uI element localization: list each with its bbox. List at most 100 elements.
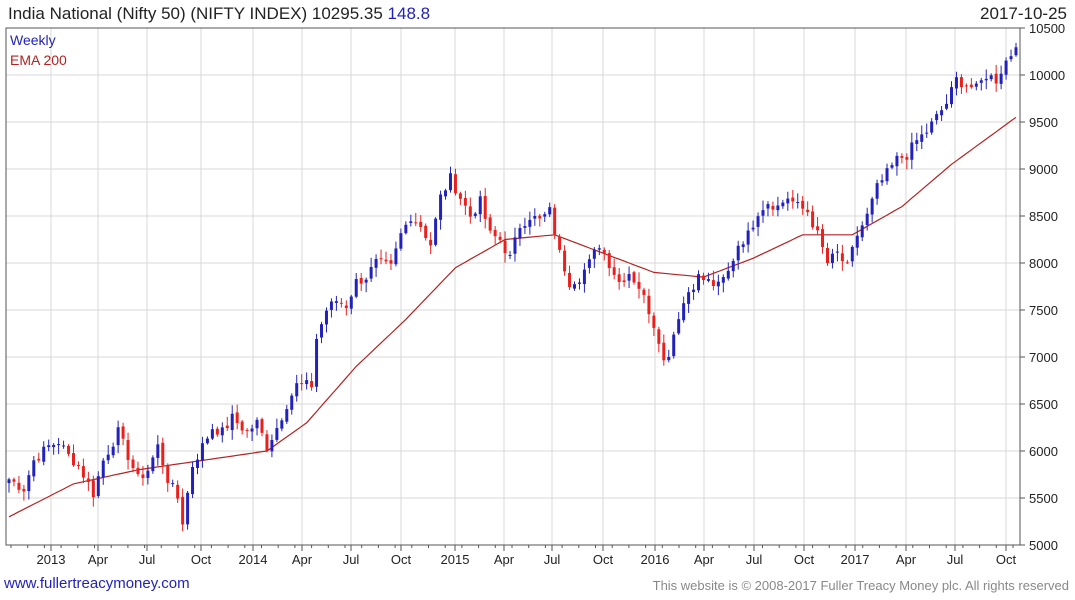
candle [47,439,51,452]
candle [17,475,21,494]
candle [205,436,209,445]
candle [528,211,532,235]
candle [255,417,259,436]
y-tick-label: 9500 [1029,115,1058,130]
candle [305,372,309,390]
candle [523,217,527,234]
candle-body [915,140,919,144]
candle-body [404,224,408,234]
candle-body [900,156,904,158]
candle-body [721,277,725,283]
chart-date: 2017-10-25 [980,4,1067,23]
candle [369,257,373,282]
candle [890,162,894,170]
candle [563,245,567,276]
candle-body [409,221,413,223]
candle [379,249,383,265]
candle-body [384,259,388,262]
candle-body [374,258,378,268]
candle [81,458,85,484]
candle-body [176,484,180,499]
candle [984,69,988,90]
y-tick-label: 6500 [1029,397,1058,412]
candle [597,244,601,256]
candle [811,205,815,230]
candle [156,435,160,466]
candle-body [458,193,462,199]
candles-group [7,42,1018,532]
candle-body [62,445,66,447]
candle-body [444,190,448,197]
candle [885,163,889,185]
candle-body [528,219,532,227]
candle [672,331,676,359]
candle [954,71,958,96]
candle [290,393,294,415]
candle-body [587,259,591,268]
candle-body [17,482,21,490]
candle [945,94,949,111]
candle [250,424,254,441]
candle-body [870,198,874,215]
candle-body [493,229,497,237]
candle-body [865,213,869,225]
candle-body [558,236,562,250]
candle [478,190,482,223]
candle [840,244,844,271]
candle-body [935,114,939,121]
candle [865,207,869,231]
candle [553,204,557,239]
candle-body [632,272,636,283]
candle [126,432,130,470]
candle [483,188,487,229]
x-tick-label: 2017 [841,552,870,567]
candle [320,321,324,344]
candle-body [275,428,279,440]
candle-body [349,296,353,309]
candle [42,441,46,466]
candle-body [315,338,319,387]
candle [225,416,229,431]
candle [568,265,572,290]
candle-body [7,479,11,484]
candle-body [47,445,51,448]
candle-body [12,479,16,482]
candle [230,405,234,440]
candle [52,443,56,455]
candle-body [57,444,61,446]
x-tick-label: Jul [139,552,156,567]
candle-body [925,132,929,134]
candle-body [950,87,954,105]
candle [62,440,66,449]
candle [22,484,26,501]
candle [32,456,36,482]
candle [146,464,150,485]
candle-body [295,383,299,397]
candle [86,471,90,491]
candle [245,428,249,438]
candle-body [265,434,269,451]
candle [503,231,507,263]
x-tick-label: Apr [494,552,515,567]
candle-body [483,196,487,219]
candle-body [344,305,348,308]
candle-body [320,324,324,338]
candle-body [979,80,983,83]
candle-body [756,216,760,227]
candle [855,226,859,256]
candle [974,80,978,91]
candle-body [890,165,894,168]
candle [96,471,100,499]
candle-body [379,258,383,260]
candle [969,78,973,89]
candle [329,298,333,318]
candle [424,223,428,241]
candle [409,214,413,227]
footer-website-link[interactable]: www.fullertreacymoney.com [4,575,190,592]
candle-body [880,180,884,183]
candle [324,307,328,333]
candle-body [840,253,844,262]
candle [235,404,239,430]
candle-body [478,196,482,215]
candle [776,196,780,217]
